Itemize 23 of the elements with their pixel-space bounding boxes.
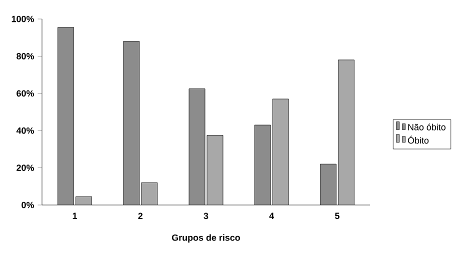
x-tick-label: 3 [204, 212, 208, 220]
x-tick-label: 2 [138, 212, 143, 220]
y-tick-label: 40% [16, 127, 34, 134]
y-tick-label: 0% [22, 202, 34, 208]
legend-label: Não óbito [408, 124, 446, 130]
y-tick-label: 60% [16, 90, 34, 97]
bar [189, 88, 206, 205]
y-tick-label: 100% [12, 16, 34, 22]
legend-label: Óbito [408, 136, 429, 144]
bar [141, 182, 158, 205]
y-tick-label: 80% [16, 53, 34, 60]
bar [320, 164, 336, 205]
x-tick-label: 4 [269, 212, 274, 219]
x-axis-title: Grupos de risco [172, 234, 240, 243]
bar [254, 125, 271, 205]
x-tick-label: 5 [334, 212, 340, 220]
bar [58, 27, 74, 205]
bar [123, 41, 140, 205]
bar [206, 135, 223, 205]
x-tick-label: 1 [72, 212, 78, 219]
bar [338, 60, 354, 205]
y-tick-label: 20% [16, 164, 34, 171]
bar [272, 98, 289, 205]
